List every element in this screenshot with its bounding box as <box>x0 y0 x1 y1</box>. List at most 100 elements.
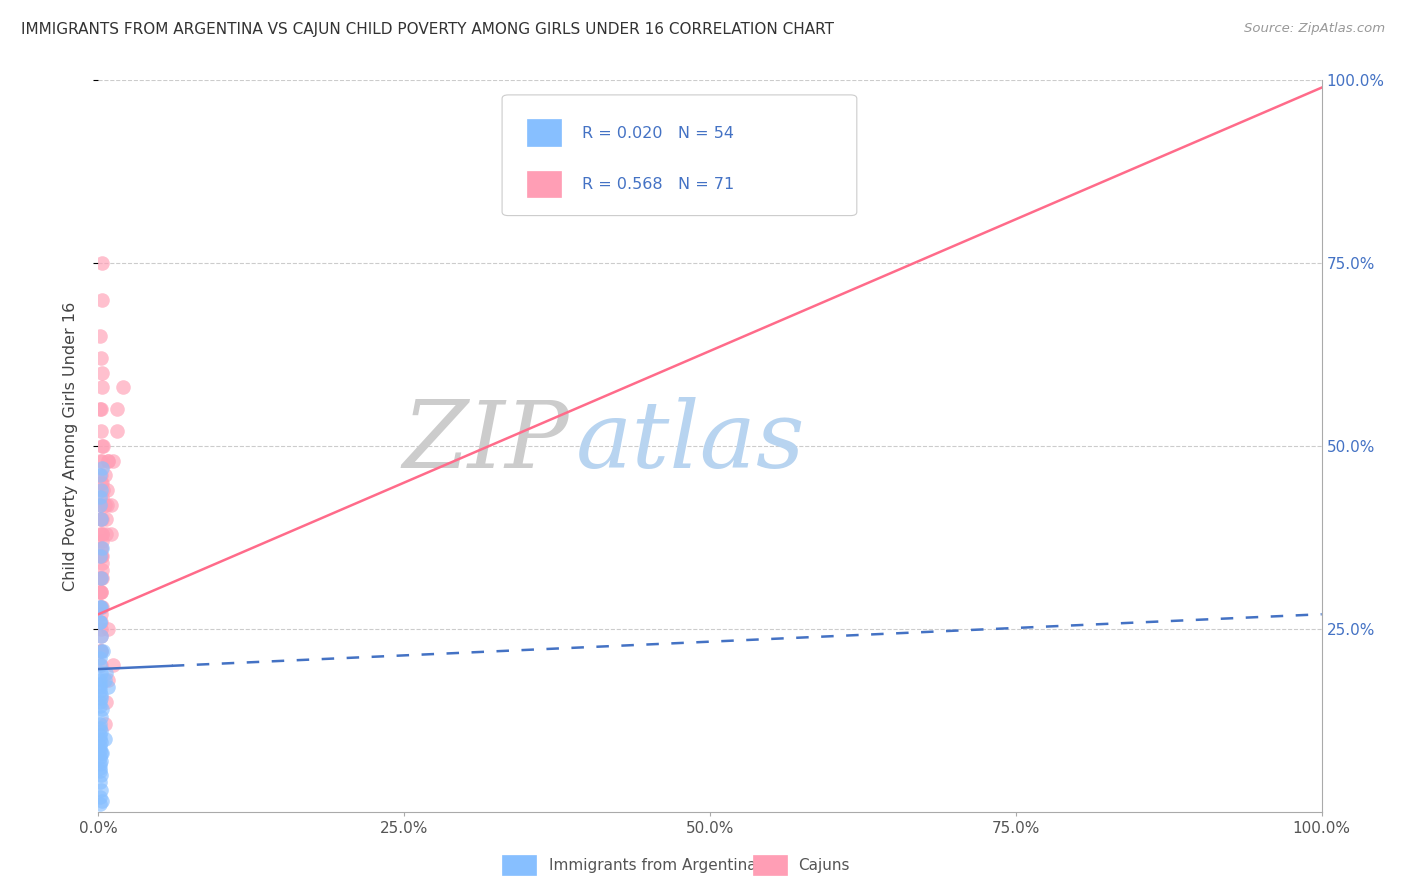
Point <box>97 453 120 467</box>
Point <box>91 483 114 497</box>
Point <box>90 644 112 658</box>
Point <box>94 526 117 541</box>
Point <box>91 571 114 585</box>
Point <box>89 698 111 713</box>
Point <box>90 629 112 643</box>
FancyBboxPatch shape <box>527 120 561 146</box>
Point <box>90 665 112 680</box>
Text: R = 0.568   N = 71: R = 0.568 N = 71 <box>582 178 734 193</box>
Point <box>90 782 112 797</box>
Point <box>93 717 115 731</box>
Point <box>90 541 112 556</box>
Point <box>90 512 112 526</box>
Point <box>90 483 112 497</box>
Point <box>90 768 112 782</box>
Point <box>90 585 112 599</box>
Point <box>89 790 111 805</box>
Point <box>96 483 118 497</box>
Point <box>89 757 111 772</box>
Point <box>89 673 111 687</box>
Text: Cajuns: Cajuns <box>799 857 849 872</box>
Point <box>89 585 111 599</box>
Point <box>89 775 111 789</box>
Text: IMMIGRANTS FROM ARGENTINA VS CAJUN CHILD POVERTY AMONG GIRLS UNDER 16 CORRELATIO: IMMIGRANTS FROM ARGENTINA VS CAJUN CHILD… <box>21 22 834 37</box>
Point <box>90 658 112 673</box>
Point <box>89 615 111 629</box>
Point <box>89 402 111 417</box>
FancyBboxPatch shape <box>527 170 561 197</box>
Point <box>100 526 122 541</box>
Point <box>89 695 111 709</box>
Point <box>89 681 111 695</box>
Point <box>91 453 114 467</box>
Y-axis label: Child Poverty Among Girls Under 16: Child Poverty Among Girls Under 16 <box>63 301 77 591</box>
Point <box>97 673 120 687</box>
Point <box>91 461 114 475</box>
Point <box>90 512 112 526</box>
Point <box>91 439 114 453</box>
Point <box>90 585 112 599</box>
Point <box>91 644 114 658</box>
Point <box>91 526 114 541</box>
Point <box>89 644 111 658</box>
Point <box>89 615 111 629</box>
Point <box>90 629 112 643</box>
Point <box>91 534 114 549</box>
Point <box>91 256 114 270</box>
Point <box>91 702 114 716</box>
Point <box>89 468 111 483</box>
Point <box>89 749 111 764</box>
Point <box>89 797 111 812</box>
Point <box>91 380 114 394</box>
FancyBboxPatch shape <box>502 855 536 875</box>
Point <box>89 599 111 614</box>
Point <box>91 541 114 556</box>
Point <box>90 599 112 614</box>
Point <box>90 498 112 512</box>
Point <box>91 293 114 307</box>
Point <box>89 329 111 343</box>
Point <box>101 453 124 467</box>
Point <box>89 498 111 512</box>
Point <box>90 351 112 366</box>
Point <box>105 425 128 439</box>
Text: R = 0.020   N = 54: R = 0.020 N = 54 <box>582 126 734 141</box>
Point <box>100 498 122 512</box>
Point <box>97 622 120 636</box>
Point <box>90 691 112 706</box>
Point <box>89 498 111 512</box>
Point <box>90 754 112 768</box>
Point <box>94 512 117 526</box>
FancyBboxPatch shape <box>502 95 856 216</box>
Point <box>89 585 111 599</box>
Point <box>90 549 112 563</box>
Point <box>89 742 111 756</box>
Text: Source: ZipAtlas.com: Source: ZipAtlas.com <box>1244 22 1385 36</box>
Point <box>89 731 111 746</box>
Point <box>90 599 112 614</box>
Point <box>91 563 114 577</box>
Point <box>89 651 111 665</box>
Point <box>90 475 112 490</box>
Point <box>90 402 112 417</box>
Point <box>90 724 112 739</box>
Point <box>89 684 111 698</box>
Point <box>93 468 115 483</box>
Point <box>91 512 114 526</box>
Point <box>91 439 114 453</box>
Point <box>91 475 114 490</box>
Point <box>89 571 111 585</box>
Point <box>90 644 112 658</box>
Point <box>89 721 111 735</box>
Point <box>91 549 114 563</box>
Text: atlas: atlas <box>575 397 806 487</box>
Point <box>93 731 115 746</box>
Point <box>94 695 117 709</box>
Point <box>89 549 111 563</box>
Point <box>90 425 112 439</box>
Point <box>91 599 114 614</box>
FancyBboxPatch shape <box>752 855 787 875</box>
Point <box>94 665 117 680</box>
Text: ZIP: ZIP <box>402 397 569 487</box>
Point <box>89 526 111 541</box>
